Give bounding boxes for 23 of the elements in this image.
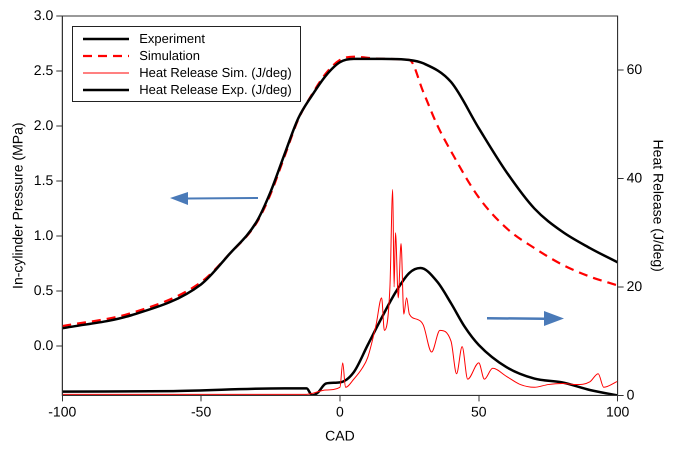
y-tick-label: 0.0 — [34, 336, 54, 353]
y-tick-label: 1.0 — [34, 226, 54, 243]
y-tick-label: 1.5 — [34, 172, 54, 188]
x-tick-label: 0 — [336, 404, 344, 420]
legend-label: Experiment — [139, 30, 205, 47]
y2-tick-label: 0 — [626, 386, 635, 402]
y2-tick-label: 40 — [626, 169, 642, 186]
y2-tick-label: 60 — [626, 61, 642, 78]
legend-label: Heat Release Exp. (J/deg) — [139, 81, 292, 98]
y-tick-label: 3.0 — [34, 6, 54, 23]
legend-label: Heat Release Sim. (J/deg) — [139, 64, 292, 81]
y-tick-label: 2.0 — [34, 116, 54, 133]
y2-tick-label: 20 — [626, 278, 642, 294]
legend-label: Simulation — [139, 47, 200, 64]
x-tick-label: -50 — [190, 404, 212, 420]
y-tick-label: 2.5 — [34, 62, 54, 78]
x-tick-label: 50 — [470, 404, 487, 420]
x-tick-label: -100 — [48, 404, 76, 420]
y2-axis-title: Heat Release (J/deg) — [650, 140, 667, 272]
x-tick-label: 100 — [606, 404, 630, 420]
y-tick-label: 0.5 — [34, 282, 54, 298]
y-axis-title: In-cylinder Pressure (MPa) — [9, 122, 26, 289]
x-axis-title: CAD — [325, 427, 355, 444]
